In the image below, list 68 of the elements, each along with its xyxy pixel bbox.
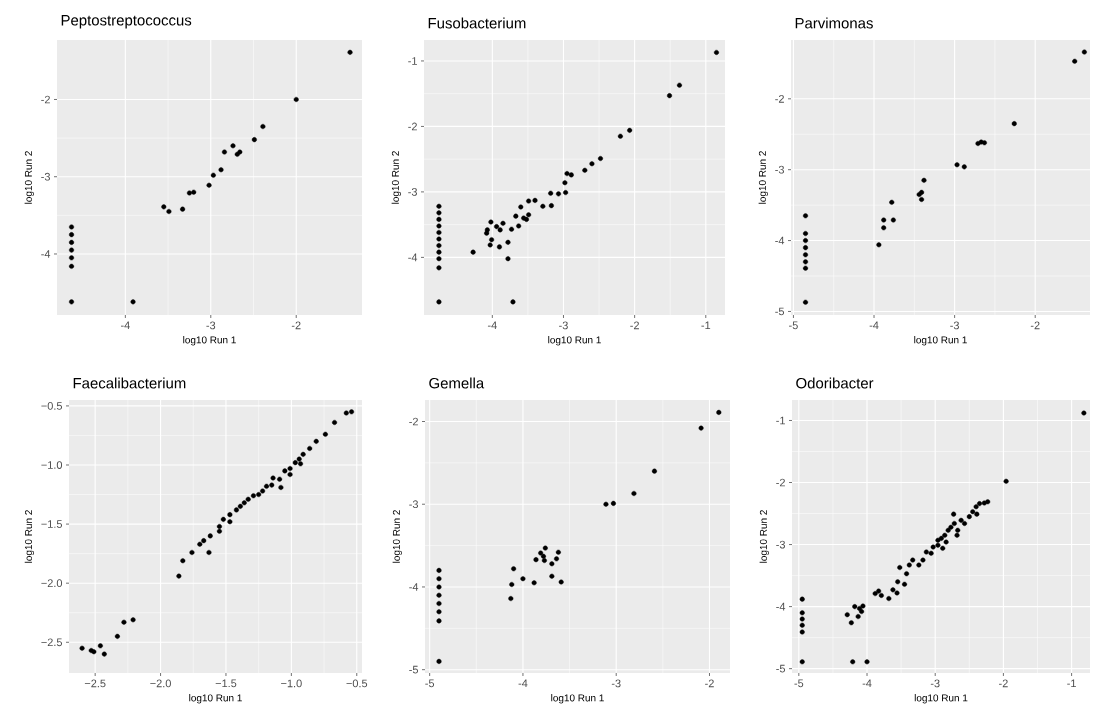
chart-title: Gemella (429, 377, 485, 389)
x-tick-label: -4 (862, 679, 872, 688)
y-tick-label: -4 (408, 253, 418, 262)
x-tick-label: -1 (1067, 679, 1076, 688)
chart-title: Fusobacterium (428, 17, 526, 29)
y-tick-label: -2 (409, 417, 418, 426)
x-tick-label: -4 (487, 321, 497, 330)
y-tick-label: -3 (408, 188, 417, 196)
x-tick-label: -2 (999, 679, 1008, 688)
x-tick-label: -5 (789, 321, 798, 330)
y-tick-label: -3 (775, 165, 784, 174)
x-tick-label: -3 (611, 679, 621, 688)
x-tick-label: -5 (794, 679, 804, 688)
x-tick-label: -5 (425, 679, 435, 688)
x-axis-title: log10 Run 1 (183, 336, 236, 346)
x-axis-title: log10 Run 1 (551, 694, 604, 704)
y-axis-title: log10 Run 2 (759, 510, 769, 563)
x-axis-title: log10 Run 1 (189, 694, 242, 704)
y-tick-label: −0.5 (41, 402, 63, 410)
y-tick-label: -3 (41, 172, 50, 181)
y-tick-label: -4 (409, 583, 419, 591)
y-tick-label: -3 (776, 540, 785, 549)
x-tick-label: -2 (630, 321, 639, 330)
y-tick-label: −2.0 (41, 579, 63, 588)
y-axis-title: log10 Run 2 (392, 510, 402, 563)
y-tick-label: -2 (408, 122, 417, 131)
y-tick-label: -2 (776, 478, 785, 487)
y-tick-label: -5 (409, 665, 419, 674)
chart-title: Odoribacter (796, 377, 874, 389)
x-tick-label: −1.0 (281, 679, 302, 688)
x-tick-label: -2 (291, 321, 301, 330)
x-tick-label: −0.5 (346, 679, 368, 688)
x-tick-label: −1.5 (215, 679, 237, 688)
y-tick-label: -5 (776, 664, 786, 673)
x-tick-label: -4 (869, 321, 879, 330)
x-axis-title: log10 Run 1 (914, 694, 968, 704)
y-tick-label: -4 (776, 602, 786, 611)
x-tick-label: -4 (120, 321, 130, 330)
y-tick-label: -5 (775, 307, 785, 316)
x-tick-label: -3 (206, 321, 216, 330)
y-axis-title: log10 Run 2 (758, 151, 768, 204)
y-tick-label: −2.5 (41, 638, 63, 647)
y-tick-label: -2 (775, 95, 784, 103)
y-tick-label: −1.0 (41, 461, 63, 469)
x-tick-label: -2 (705, 679, 714, 688)
y-axis-title: log10 Run 2 (391, 151, 401, 204)
y-tick-label: -4 (775, 236, 785, 245)
x-tick-label: -2 (1030, 321, 1040, 330)
y-tick-label: -1 (776, 416, 785, 425)
x-tick-label: -3 (950, 321, 959, 330)
x-tick-label: -3 (559, 321, 568, 330)
y-tick-label: -2 (41, 95, 50, 104)
y-tick-label: -1 (408, 57, 417, 65)
chart-title: Parvimonas (795, 17, 873, 29)
y-axis-title: log10 Run 2 (24, 510, 34, 563)
x-axis-title: log10 Run 1 (914, 336, 967, 346)
chart-title: Peptostreptococcus (61, 15, 192, 29)
y-tick-label: -3 (409, 500, 418, 509)
x-tick-label: -1 (701, 321, 711, 330)
x-tick-label: -4 (518, 679, 528, 688)
x-tick-label: −2.0 (150, 679, 171, 688)
x-tick-label: -3 (930, 679, 940, 688)
x-tick-label: −2.5 (84, 679, 106, 688)
y-tick-label: -4 (41, 250, 51, 258)
y-tick-label: −1.5 (41, 520, 63, 528)
x-axis-title: log10 Run 1 (548, 336, 601, 346)
y-axis-title: log10 Run 2 (24, 151, 34, 204)
chart-title: Faecalibacterium (73, 377, 186, 389)
